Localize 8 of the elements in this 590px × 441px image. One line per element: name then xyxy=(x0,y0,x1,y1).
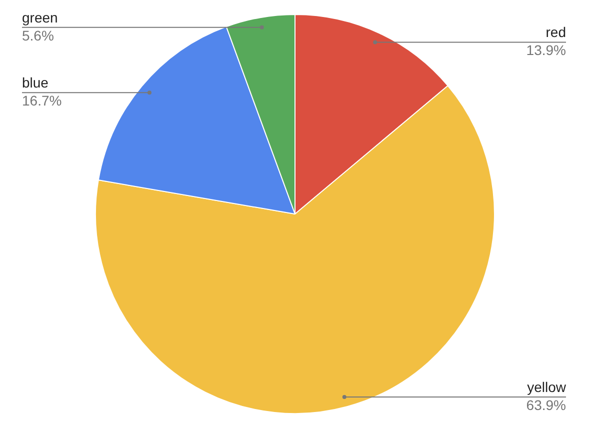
data-label: 13.9% xyxy=(526,42,566,58)
data-label: 5.6% xyxy=(22,27,54,44)
slice-label: yellow xyxy=(527,378,567,395)
slice-label: blue xyxy=(22,74,49,90)
slice-label: green xyxy=(22,9,58,26)
slice-label: red xyxy=(546,24,566,40)
data-label: 63.9% xyxy=(526,396,566,413)
data-label: 16.7% xyxy=(22,92,62,108)
